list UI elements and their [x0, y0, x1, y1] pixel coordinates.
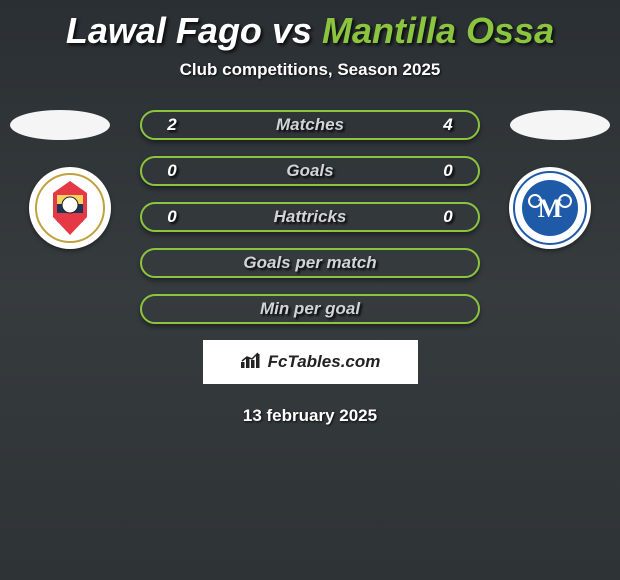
stat-row: Min per goal — [140, 294, 480, 324]
club-logo-right: M — [500, 165, 600, 250]
subtitle: Club competitions, Season 2025 — [0, 60, 620, 80]
stat-value-b: 0 — [434, 161, 462, 181]
stat-label: Hattricks — [186, 207, 434, 227]
stat-value-a: 0 — [158, 207, 186, 227]
stat-label: Goals — [186, 161, 434, 181]
stat-label: Goals per match — [186, 253, 434, 273]
bar-chart-icon — [240, 351, 262, 374]
brand-watermark: FcTables.com — [203, 340, 418, 384]
stat-row: 0 Hattricks 0 — [140, 202, 480, 232]
player-a-name: Lawal Fago — [66, 10, 262, 51]
stat-value-b: 0 — [434, 207, 462, 227]
stat-label: Min per goal — [186, 299, 434, 319]
brand-text: FcTables.com — [268, 352, 381, 372]
club-badge-millonarios: M — [509, 167, 591, 249]
comparison-content: M 2 Matches 4 0 Goals 0 0 Hattricks 0 Go… — [0, 110, 620, 426]
stat-value-a: 0 — [158, 161, 186, 181]
comparison-title: Lawal Fago vs Mantilla Ossa — [0, 0, 620, 52]
country-flag-right — [510, 110, 610, 140]
stat-value-a: 2 — [158, 115, 186, 135]
stat-label: Matches — [186, 115, 434, 135]
stat-row: 0 Goals 0 — [140, 156, 480, 186]
club-logo-left — [20, 165, 120, 250]
stat-row: Goals per match — [140, 248, 480, 278]
stat-value-b: 4 — [434, 115, 462, 135]
country-flag-left — [10, 110, 110, 140]
comparison-date: 13 february 2025 — [0, 406, 620, 426]
stat-rows: 2 Matches 4 0 Goals 0 0 Hattricks 0 Goal… — [140, 110, 480, 324]
club-badge-pasto — [29, 167, 111, 249]
vs-separator: vs — [272, 10, 312, 51]
player-b-name: Mantilla Ossa — [322, 10, 554, 51]
stat-row: 2 Matches 4 — [140, 110, 480, 140]
